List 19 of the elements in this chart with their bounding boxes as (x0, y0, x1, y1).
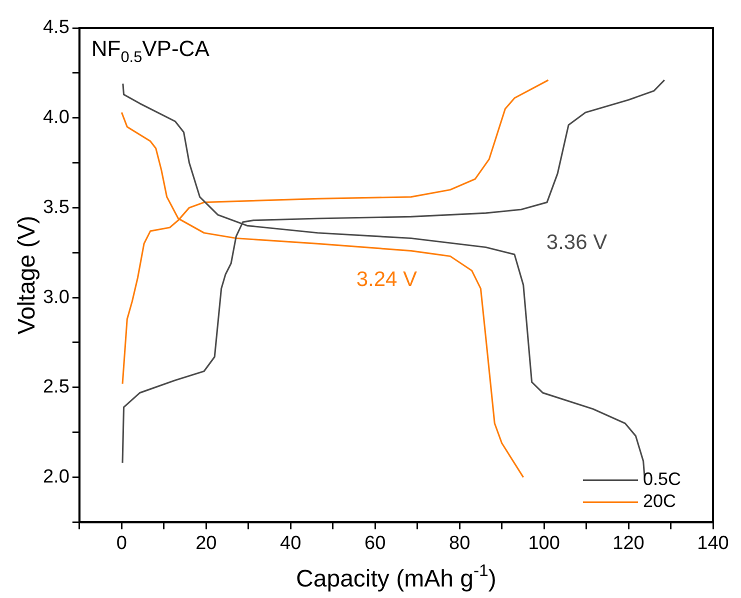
x-tick-label: 0 (116, 532, 127, 554)
x-tick-label: 140 (697, 532, 729, 554)
y-tick-label: 2.0 (42, 466, 70, 488)
x-tick-label: 40 (280, 532, 302, 554)
y-tick-label: 4.5 (42, 17, 70, 38)
x-tick-label: 80 (448, 532, 470, 554)
legend-label: 0.5C (643, 469, 682, 490)
y-tick-label: 3.0 (42, 286, 70, 308)
y-axis-title: Voltage (V) (14, 216, 41, 334)
y-tick-label: 2.5 (42, 376, 70, 398)
x-tick-label: 100 (528, 532, 560, 554)
legend-label: 20C (643, 491, 676, 512)
x-tick-label: 60 (364, 532, 386, 554)
y-tick-label: 3.5 (42, 196, 70, 218)
annotation: 3.24 V (356, 268, 418, 291)
annotation: 3.36 V (546, 230, 608, 254)
x-tick-label: 20 (196, 532, 217, 554)
y-tick-label: 4.0 (42, 107, 70, 128)
x-tick-label: 120 (612, 532, 644, 554)
